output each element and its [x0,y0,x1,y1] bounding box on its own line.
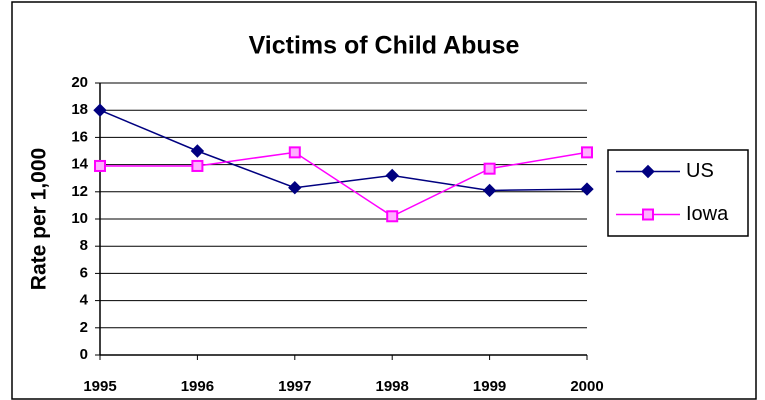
x-tick-label: 1999 [473,378,506,395]
y-tick-label: 12 [71,183,88,200]
y-tick-label: 20 [71,74,88,91]
marker [288,146,301,159]
legend-label: US [686,160,714,182]
legend-box [607,149,749,237]
legend-label: Iowa [686,203,729,225]
marker [581,146,593,159]
marker [642,208,654,221]
marker [93,103,107,117]
y-tick-label: 8 [80,237,88,254]
x-tick-label: 1995 [83,378,116,395]
y-tick-label: 18 [71,101,88,118]
y-tick-label: 14 [71,156,88,173]
y-tick-label: 4 [80,292,89,309]
series-line [100,151,588,218]
marker [580,182,594,196]
x-tick-label: 1998 [376,378,409,395]
marker [385,168,399,183]
y-tick-label: 10 [71,210,88,227]
y-axis-label: Rate per 1,000 [28,148,51,290]
marker [641,164,655,179]
marker [94,159,106,172]
y-tick-label: 0 [80,346,88,363]
marker [482,183,497,198]
marker [483,162,496,175]
x-tick-label: 2000 [570,378,603,395]
x-tick-label: 1996 [181,378,214,395]
marker [386,210,399,223]
marker [191,159,204,172]
y-tick-label: 2 [80,319,88,336]
x-tick-label: 1997 [278,378,311,395]
chart-title: Victims of Child Abuse [249,32,520,60]
y-tick-label: 16 [71,128,88,145]
marker [288,181,302,195]
y-tick-label: 6 [80,264,88,281]
marker [190,144,205,158]
series-line [99,109,588,192]
